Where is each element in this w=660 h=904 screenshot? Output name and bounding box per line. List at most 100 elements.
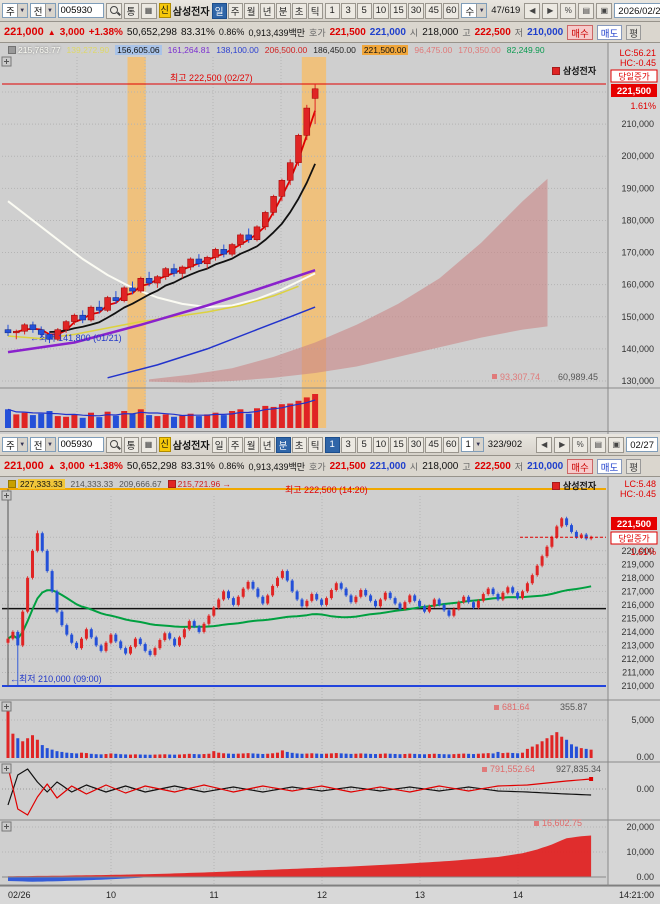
- date-field[interactable]: 2026/02/27: [614, 3, 660, 18]
- stock-code-input[interactable]: [57, 3, 104, 18]
- interval-button-3[interactable]: 3: [340, 2, 356, 19]
- search-icon[interactable]: [105, 2, 122, 19]
- period-button-초[interactable]: 초: [291, 436, 307, 453]
- interval-button-1[interactable]: 1: [324, 2, 340, 19]
- up-arrow-icon: ▲: [47, 461, 56, 471]
- period-button-분[interactable]: 분: [275, 436, 291, 453]
- svg-text:HC:-0.45: HC:-0.45: [620, 58, 656, 68]
- market-select[interactable]: 주 ▼: [2, 437, 28, 452]
- settings-icon[interactable]: ▣: [608, 436, 625, 453]
- period-button-년[interactable]: 년: [259, 2, 275, 19]
- exchange-select[interactable]: 전 ▼: [29, 3, 56, 18]
- interval-button-15[interactable]: 15: [390, 436, 407, 453]
- next-icon[interactable]: ▶: [542, 2, 559, 19]
- chart-grid-icon[interactable]: ▦: [140, 436, 157, 453]
- daily-chart[interactable]: 220,000210,000200,000190,000180,000170,0…: [0, 43, 660, 434]
- market-select[interactable]: 주 ▼: [2, 3, 28, 18]
- next-icon[interactable]: ▶: [554, 436, 571, 453]
- ratio-value: 0.86%: [218, 27, 245, 37]
- svg-text:최고 222,500 (02/27): 최고 222,500 (02/27): [170, 73, 253, 83]
- svg-text:355.87: 355.87: [560, 702, 588, 712]
- prev-icon[interactable]: ◀: [524, 2, 541, 19]
- interval-button-5[interactable]: 5: [356, 436, 372, 453]
- tools-icon[interactable]: ▤: [578, 2, 595, 19]
- svg-text:220,000: 220,000: [621, 546, 654, 556]
- svg-text:LC:5.48: LC:5.48: [624, 479, 656, 489]
- minute-chart[interactable]: 221,000220,000219,000218,000217,000216,0…: [0, 477, 660, 904]
- stock-code-input[interactable]: [57, 437, 104, 452]
- interval-button-1[interactable]: 1: [324, 436, 340, 453]
- stock-name: 삼성전자: [172, 441, 210, 452]
- period-button-년[interactable]: 년: [259, 436, 275, 453]
- stock-name: 삼성전자: [172, 7, 210, 18]
- chevron-down-icon: ▼: [44, 438, 55, 451]
- exchange-select[interactable]: 전 ▼: [29, 437, 56, 452]
- interval-select[interactable]: 1 ▼: [461, 437, 484, 452]
- svg-text:10: 10: [106, 890, 116, 900]
- price-change-pct: +1.38%: [88, 26, 123, 38]
- period-button-분[interactable]: 분: [275, 2, 291, 19]
- svg-text:14: 14: [513, 890, 523, 900]
- trade-amount: 0,913,439백만: [248, 27, 306, 38]
- integrated-button[interactable]: 통: [123, 436, 139, 453]
- svg-text:당일증가: 당일증가: [618, 72, 649, 82]
- svg-text:681.64: 681.64: [502, 702, 530, 712]
- prev-icon[interactable]: ◀: [536, 436, 553, 453]
- interval-button-5[interactable]: 5: [356, 2, 372, 19]
- interval-button-45[interactable]: 45: [425, 2, 442, 19]
- high-price: 222,500: [474, 460, 511, 472]
- period-button-일[interactable]: 일: [211, 2, 227, 19]
- search-icon[interactable]: [105, 436, 122, 453]
- sell-button[interactable]: 매도: [596, 458, 623, 474]
- bar-counter: 47/619: [491, 5, 521, 16]
- flat-button[interactable]: 평: [626, 24, 641, 40]
- period-button-월[interactable]: 월: [243, 2, 259, 19]
- period-button-일[interactable]: 일: [211, 436, 227, 453]
- buy-button[interactable]: 매수: [567, 24, 593, 40]
- daily-price-info-bar: 221,000 ▲ 3,000 +1.38% 50,652,298 83.31%…: [0, 22, 660, 43]
- interval-button-30[interactable]: 30: [407, 2, 425, 19]
- svg-text:16,602.75: 16,602.75: [542, 818, 582, 828]
- chart-grid-icon[interactable]: ▦: [140, 2, 157, 19]
- period-button-월[interactable]: 월: [243, 436, 259, 453]
- svg-text:LC:56.21: LC:56.21: [619, 48, 656, 58]
- interval-button-10[interactable]: 10: [372, 2, 390, 19]
- settings-icon[interactable]: ▣: [596, 2, 613, 19]
- percent-icon[interactable]: %: [572, 436, 589, 453]
- high-label: 고: [462, 27, 471, 38]
- adjust-select[interactable]: 수 ▼: [461, 3, 488, 18]
- period-button-주[interactable]: 주: [227, 2, 243, 19]
- tools-icon[interactable]: ▤: [590, 436, 607, 453]
- interval-button-60[interactable]: 60: [442, 2, 460, 19]
- sell-button[interactable]: 매도: [596, 24, 623, 40]
- price-change: 3,000: [59, 460, 85, 472]
- svg-text:221,500: 221,500: [617, 519, 651, 530]
- interval-button-60[interactable]: 60: [442, 436, 460, 453]
- integrated-button[interactable]: 통: [123, 2, 139, 19]
- period-button-주[interactable]: 주: [227, 436, 243, 453]
- interval-button-3[interactable]: 3: [340, 436, 356, 453]
- buy-button[interactable]: 매수: [567, 458, 593, 474]
- period-button-초[interactable]: 초: [291, 2, 307, 19]
- svg-text:10,000: 10,000: [626, 847, 654, 857]
- volume: 50,652,298: [126, 460, 177, 472]
- percent-icon[interactable]: %: [560, 2, 577, 19]
- low-price: 210,000: [527, 26, 564, 38]
- chevron-down-icon: ▼: [472, 438, 483, 451]
- exchange-select-value: 전: [33, 440, 43, 452]
- flat-button[interactable]: 평: [626, 458, 641, 474]
- period-button-틱[interactable]: 틱: [307, 2, 323, 19]
- interval-button-45[interactable]: 45: [425, 436, 442, 453]
- svg-text:0.00: 0.00: [636, 872, 654, 882]
- date-field[interactable]: 02/27: [626, 437, 658, 452]
- period-button-틱[interactable]: 틱: [307, 436, 323, 453]
- interval-button-30[interactable]: 30: [407, 436, 425, 453]
- interval-button-10[interactable]: 10: [372, 436, 390, 453]
- interval-button-group: 1 3 5 10 15 30 45 60: [324, 2, 460, 19]
- interval-button-15[interactable]: 15: [390, 2, 407, 19]
- new-badge: 신: [158, 3, 171, 18]
- interval-button-group: 1 3 5 10 15 30 45 60: [324, 436, 460, 453]
- svg-text:1.61%: 1.61%: [630, 547, 656, 557]
